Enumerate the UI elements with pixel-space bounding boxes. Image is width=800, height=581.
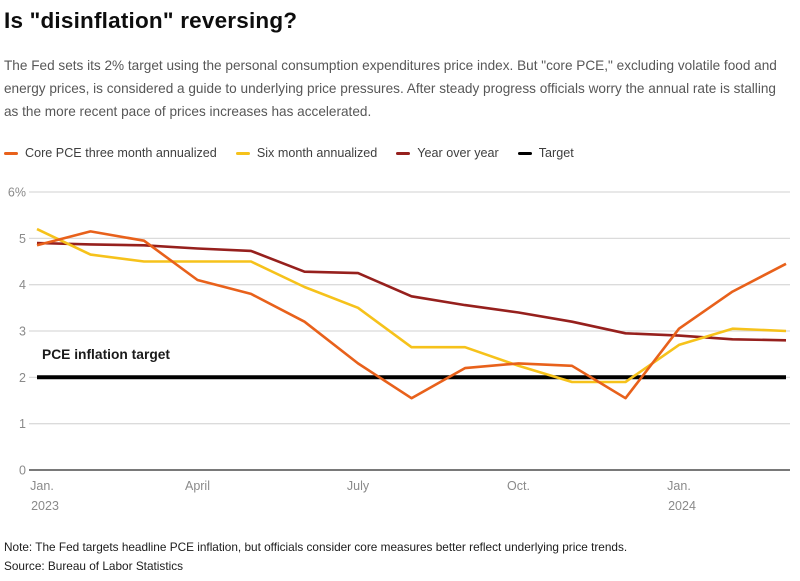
y-axis-label-4: 4 bbox=[19, 278, 26, 292]
legend-swatch-six_month bbox=[235, 151, 250, 155]
page-title: Is "disinflation" reversing? bbox=[4, 8, 298, 33]
y-axis-label-2: 2 bbox=[19, 371, 26, 385]
x-axis-label: April bbox=[185, 479, 210, 493]
series-line-three_month bbox=[36, 230, 787, 400]
y-axis-label-6: 6% bbox=[8, 186, 26, 200]
x-axis-label-year: 2023 bbox=[31, 499, 59, 513]
series-line-year_over_year bbox=[36, 241, 787, 342]
legend-item-six_month: Six month annualized bbox=[235, 146, 378, 160]
x-axis-label: Jan. bbox=[667, 479, 691, 493]
chart-legend: Core PCE three month annualized Six month… bbox=[4, 146, 574, 160]
legend-item-target: Target bbox=[517, 146, 574, 160]
legend-label: Six month annualized bbox=[256, 146, 378, 160]
chart-source: Source: Bureau of Labor Statistics bbox=[4, 559, 184, 573]
y-axis-label-3: 3 bbox=[19, 325, 26, 339]
y-axis-label-5: 5 bbox=[19, 232, 26, 246]
x-axis-label: Oct. bbox=[507, 479, 530, 493]
x-axis-label-year: 2024 bbox=[668, 499, 696, 513]
pce-target-annotation: PCE inflation target bbox=[42, 347, 170, 362]
y-axis-label-0: 0 bbox=[19, 464, 26, 478]
legend-label: Core PCE three month annualized bbox=[25, 146, 217, 160]
x-axis-label: Jan. bbox=[30, 479, 54, 493]
series-line-six_month bbox=[36, 227, 787, 384]
chart-subtitle: The Fed sets its 2% target using the per… bbox=[4, 58, 777, 119]
legend-label: Year over year bbox=[417, 146, 499, 160]
legend-label: Target bbox=[538, 146, 574, 160]
legend-swatch-three_month bbox=[4, 151, 18, 155]
legend-item-year_over_year: Year over year bbox=[396, 146, 499, 160]
y-axis-label-1: 1 bbox=[19, 417, 26, 431]
legend-swatch-target bbox=[517, 151, 532, 155]
chart-note: Note: The Fed targets headline PCE infla… bbox=[4, 540, 628, 554]
x-axis-label: July bbox=[347, 479, 370, 493]
legend-item-three_month: Core PCE three month annualized bbox=[4, 146, 217, 160]
legend-swatch-year_over_year bbox=[396, 151, 411, 155]
